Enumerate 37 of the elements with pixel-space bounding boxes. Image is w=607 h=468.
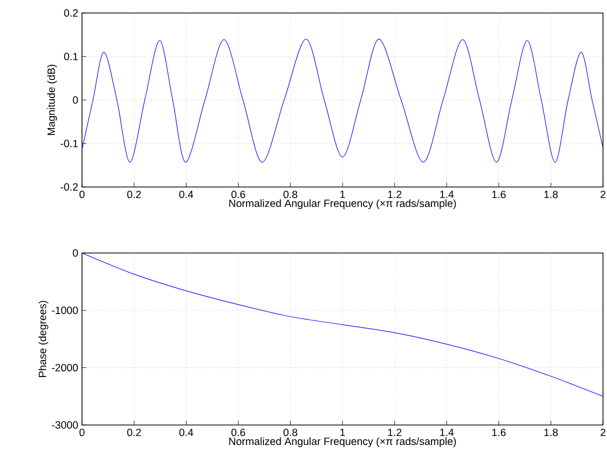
line-series <box>82 253 604 397</box>
x-tick-label: 0.8 <box>284 190 298 198</box>
x-tick-label: 0 <box>79 190 85 198</box>
x-tick-label: 1.4 <box>440 428 454 436</box>
x-tick-label: 1.2 <box>388 190 402 198</box>
x-tick-label: 0.4 <box>179 428 194 436</box>
x-tick-label: 1.6 <box>492 428 506 436</box>
y-tick-label: -0.1 <box>60 140 78 148</box>
x-axis-title: Normalized Angular Frequency (×π rads/sample) <box>229 437 456 448</box>
x-tick-label: 2 <box>600 190 606 198</box>
y-tick-label: -1000 <box>52 306 78 314</box>
line-series <box>82 38 604 162</box>
y-tick-label: -3000 <box>52 421 78 429</box>
x-tick-label: 1.8 <box>544 190 558 198</box>
y-tick-label: 0 <box>72 96 78 104</box>
y-tick-label: 0.1 <box>64 52 78 60</box>
x-tick-label: 1.6 <box>492 190 506 198</box>
x-tick-label: 0.4 <box>179 190 194 198</box>
x-tick-label: 2 <box>600 428 606 436</box>
x-tick-label: 1.2 <box>388 428 402 436</box>
y-axis-title: Phase (degrees) <box>38 300 48 377</box>
x-tick-label: 1 <box>340 428 345 436</box>
y-tick-label: -0.2 <box>60 183 78 191</box>
x-tick-label: 0.8 <box>284 428 298 436</box>
y-tick-label: 0 <box>72 249 78 257</box>
x-tick-label: 1.8 <box>544 428 558 436</box>
y-axis-title: Magnitude (dB) <box>47 64 58 136</box>
x-tick-label: 0.6 <box>231 428 246 436</box>
x-tick-label: 1.4 <box>440 190 454 198</box>
x-tick-label: 0.6 <box>231 190 246 198</box>
y-tick-label: 0.2 <box>64 9 78 17</box>
y-tick-label: -2000 <box>52 364 78 372</box>
x-tick-label: 0.2 <box>127 190 141 198</box>
x-tick-label: 0 <box>79 428 85 436</box>
x-axis-title: Normalized Angular Frequency (×π rads/sample) <box>229 199 456 210</box>
x-tick-label: 0.2 <box>127 428 141 436</box>
x-tick-label: 1 <box>340 190 345 198</box>
